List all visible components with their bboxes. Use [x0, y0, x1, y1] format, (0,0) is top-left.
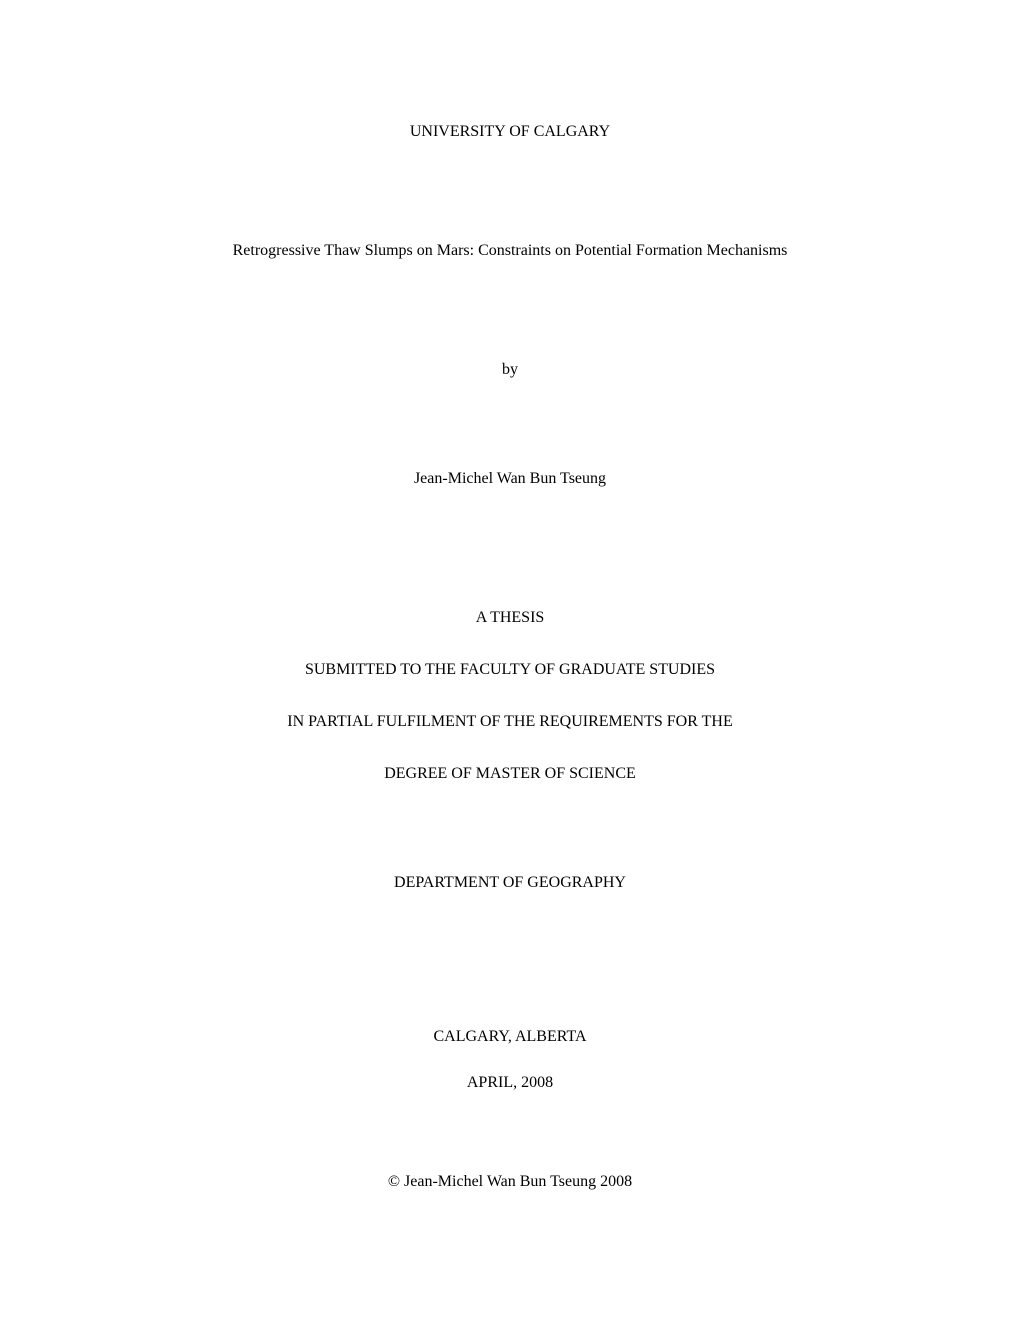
thesis-declaration-line: DEGREE OF MASTER OF SCIENCE	[125, 762, 895, 786]
thesis-declaration-line: SUBMITTED TO THE FACULTY OF GRADUATE STU…	[125, 658, 895, 682]
copyright-notice: © Jean-Michel Wan Bun Tseung 2008	[125, 1170, 895, 1194]
thesis-declaration-line: A THESIS	[125, 606, 895, 630]
location: CALGARY, ALBERTA	[125, 1025, 895, 1049]
thesis-declaration-line: IN PARTIAL FULFILMENT OF THE REQUIREMENT…	[125, 710, 895, 734]
thesis-title: Retrogressive Thaw Slumps on Mars: Const…	[125, 239, 895, 263]
institution-name: UNIVERSITY OF CALGARY	[125, 120, 895, 144]
date: APRIL, 2008	[125, 1071, 895, 1095]
author-name: Jean-Michel Wan Bun Tseung	[125, 467, 895, 491]
department-name: DEPARTMENT OF GEOGRAPHY	[125, 871, 895, 895]
byline: by	[125, 358, 895, 382]
